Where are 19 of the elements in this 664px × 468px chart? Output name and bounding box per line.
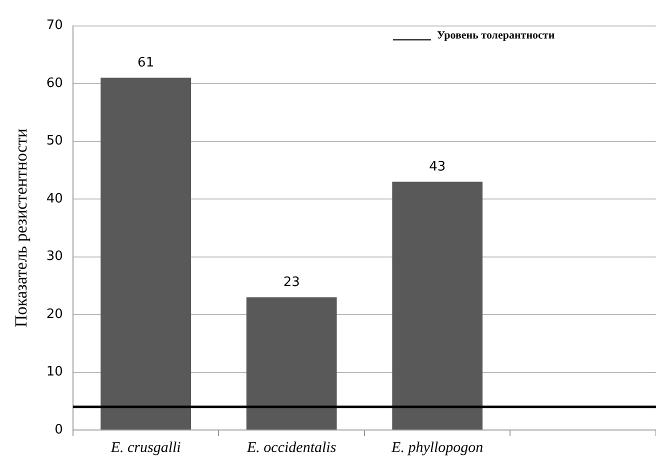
y-tick-label: 0 <box>54 422 63 438</box>
y-tick-label: 60 <box>46 76 63 91</box>
y-tick-label: 50 <box>46 134 63 149</box>
y-tick-label: 30 <box>46 249 63 264</box>
x-tick-label: E. occidentalis <box>246 440 336 456</box>
y-axis-title: Показатель резистентности <box>12 128 31 328</box>
bar <box>246 297 337 430</box>
y-tick-label: 20 <box>46 306 63 322</box>
bar <box>100 78 192 430</box>
data-label: 23 <box>283 275 300 290</box>
y-tick-label: 40 <box>46 191 63 206</box>
data-label: 61 <box>138 56 154 71</box>
x-tick-label: E. crusgalli <box>110 440 181 456</box>
x-tick-label: E. phyllopogon <box>390 440 484 456</box>
y-tick-label: 10 <box>46 364 63 380</box>
legend-label: Уровень толерантности <box>436 30 556 42</box>
y-tick-label: 70 <box>46 18 63 34</box>
data-label: 43 <box>429 160 446 175</box>
bar <box>392 182 483 430</box>
